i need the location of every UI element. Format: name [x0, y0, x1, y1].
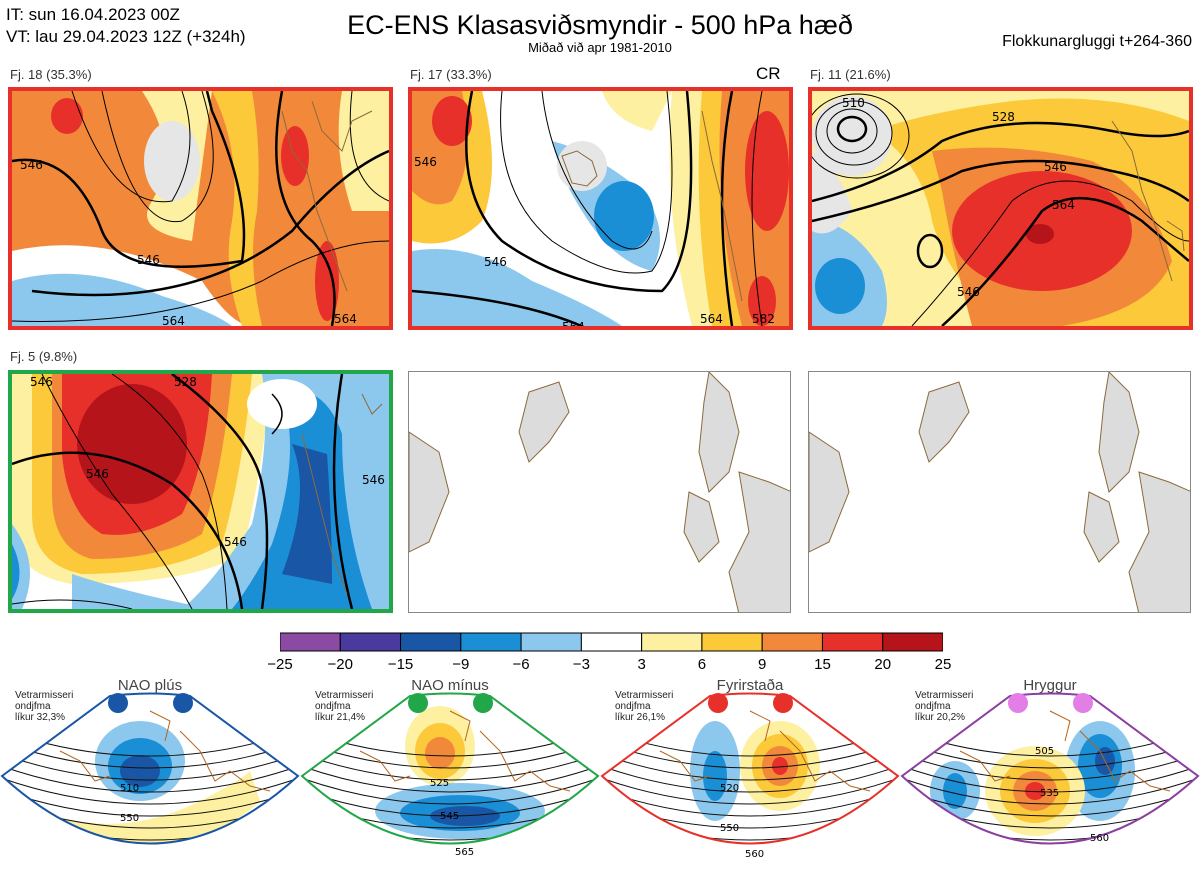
header-times: IT: sun 16.04.2023 00Z VT: lau 29.04.202…: [6, 4, 246, 48]
cluster-map-1: 546 546 564 564: [8, 87, 393, 330]
contour-label: 582: [752, 312, 775, 326]
cluster-label-3: Fj. 11 (21.6%): [810, 67, 891, 82]
colorbar-swatch: [520, 632, 582, 652]
empty-map-5: [408, 371, 791, 613]
regime-contour-label: 545: [440, 811, 459, 822]
colorbar-tick: −20: [327, 656, 353, 673]
regime-dot: [773, 693, 793, 713]
regime-contour-label: 510: [120, 783, 139, 794]
contour-label: 546: [484, 255, 507, 269]
regime-dot: [1008, 693, 1028, 713]
regime-dot: [408, 693, 428, 713]
colorbar-swatch: [280, 632, 341, 652]
cluster-map-3: 510 528 546 546 564: [808, 87, 1193, 330]
regime-map: 505 535 560: [900, 692, 1200, 845]
regime-map: 520 550 560: [600, 692, 900, 860]
contour-label: 546: [957, 285, 980, 299]
contour-label: 564: [1052, 198, 1075, 212]
colorbar-swatch: [460, 632, 522, 652]
page-title: EC-ENS Klasasviðsmyndir - 500 hPa hæð: [347, 10, 853, 40]
contour-label: 546: [20, 158, 43, 172]
cluster-map-2: 546 546 564 564 582: [408, 87, 793, 330]
regime-dot: [473, 693, 493, 713]
contour-label: 528: [174, 375, 197, 389]
page-subtitle: Miðað við apr 1981-2010: [528, 40, 672, 55]
colorbar-swatch: [761, 632, 823, 652]
contour-label: 546: [362, 473, 385, 487]
regime-contour-label: 535: [1040, 788, 1059, 799]
regime-contour-label: 565: [455, 847, 474, 858]
regime-map: 525 545 565: [300, 692, 600, 858]
contour-label: 564: [700, 312, 723, 326]
colorbar-tick: 6: [697, 656, 707, 673]
regime-info: Vetrarmisseri ondjfma líkur 26,1%: [615, 690, 674, 723]
regime-title: Fyrirstaða: [716, 677, 784, 694]
regime-contour-label: 505: [1035, 746, 1054, 757]
colorbar-tick: 15: [814, 656, 831, 673]
regime-dot: [708, 693, 728, 713]
cr-marker: CR: [756, 64, 781, 83]
regime-dot: [108, 693, 128, 713]
regime-info: Vetrarmisseri ondjfma líkur 20,2%: [915, 690, 974, 723]
colorbar-tick: −9: [452, 656, 470, 673]
regime-contour-label: 550: [720, 823, 739, 834]
regime-contour-label: 560: [745, 849, 764, 860]
colorbar-swatch: [400, 632, 462, 652]
contour-label: 546: [30, 375, 53, 389]
contour-label: 546: [224, 535, 247, 549]
contour-label: 564: [334, 312, 357, 326]
regime-title: Hryggur: [1023, 677, 1077, 694]
contour-label: 528: [992, 110, 1015, 124]
colorbar-tick: −25: [267, 656, 293, 673]
regime-title: NAO mínus: [411, 677, 489, 694]
colorbar-swatch: [641, 632, 703, 652]
cluster-label-2: Fj. 17 (33.3%): [410, 67, 492, 82]
colorbar-tick: 20: [874, 656, 892, 673]
contour-label: 546: [137, 253, 160, 267]
regime-contour-label: 550: [120, 813, 139, 824]
empty-map-6: [808, 371, 1191, 613]
contour-label: 546: [86, 467, 109, 481]
regime-contour-label: 525: [430, 778, 449, 789]
colorbar-swatch: [580, 632, 643, 652]
colorbar-tick: −6: [512, 656, 530, 673]
colorbar-tick: 25: [934, 656, 952, 673]
contour-label: 564: [162, 314, 185, 326]
colorbar-tick: −3: [572, 656, 590, 673]
colorbar-swatch: [821, 632, 884, 652]
colorbar-swatch: [339, 632, 402, 652]
regime-dot: [173, 693, 193, 713]
classification-window: Flokkunargluggi t+264-360: [1002, 33, 1192, 50]
regime-map: 510 550: [0, 692, 300, 845]
colorbar-swatch: [701, 632, 763, 652]
colorbar: [280, 632, 943, 652]
valid-time: VT: lau 29.04.2023 12Z (+324h): [6, 27, 246, 46]
initial-time: IT: sun 16.04.2023 00Z: [6, 5, 180, 24]
regime-contour-label: 560: [1090, 833, 1109, 844]
regime-dot: [1073, 693, 1093, 713]
colorbar-tick: 3: [637, 656, 646, 673]
cluster-label-4: Fj. 5 (9.8%): [10, 349, 78, 364]
regime-info: Vetrarmisseri ondjfma líkur 32,3%: [15, 690, 74, 723]
contour-label: 564: [562, 320, 585, 326]
regime-title: NAO plús: [117, 677, 183, 694]
regime-info: Vetrarmisseri ondjfma líkur 21,4%: [315, 690, 374, 723]
contour-label: 510: [842, 96, 865, 110]
cluster-map-4: 546 546 546 528 546: [8, 370, 393, 613]
colorbar-swatch: [882, 632, 943, 652]
regime-contour-label: 520: [720, 783, 739, 794]
colorbar-tick: −15: [387, 656, 414, 673]
colorbar-tick: 9: [758, 656, 767, 673]
contour-label: 546: [1044, 160, 1067, 174]
cluster-label-1: Fj. 18 (35.3%): [10, 67, 92, 82]
contour-label: 546: [414, 155, 437, 169]
